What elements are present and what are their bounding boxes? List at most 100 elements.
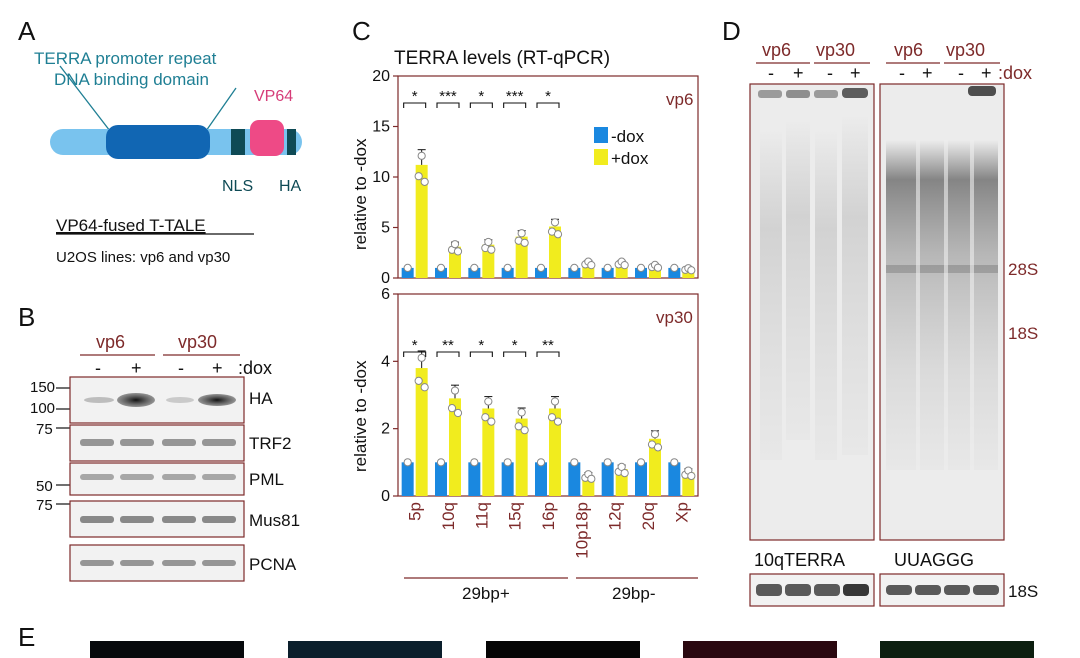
y-tick-label: 0 (381, 270, 390, 287)
loading-control-18s-2 (879, 573, 1005, 607)
dox-sign-d: - (958, 63, 964, 83)
significance-bracket (503, 351, 527, 357)
group-label-d-vp6-b: vp6 (894, 40, 923, 60)
significance-vp30: * ** * * ** (403, 337, 560, 357)
data-point (420, 177, 429, 186)
panel-label-d: D (722, 16, 741, 46)
bar-plus-dox (415, 368, 428, 496)
group-label-29bp-minus: 29bp- (612, 584, 655, 603)
data-point (636, 458, 646, 467)
chart-title: TERRA levels (RT-qPCR) (394, 48, 610, 69)
group-label-vp30: vp30 (178, 332, 217, 352)
bar-plus-dox (482, 408, 495, 496)
group-label-d-vp30-a: vp30 (816, 40, 855, 60)
data-point (450, 240, 460, 249)
y-tick-label: 0 (381, 488, 390, 505)
chart-frame-vp6 (397, 75, 699, 279)
dox-sign-d: + (922, 63, 933, 83)
mw-75-b: 75 (36, 497, 53, 514)
dox-sign-b-4: + (212, 358, 223, 378)
blot-pml (69, 462, 245, 496)
bar-minus-dox (668, 267, 681, 278)
dna-binding-domain (106, 125, 210, 159)
panel-label-c: C (352, 16, 371, 46)
legend-minus-dox: -dox (611, 127, 645, 146)
bar-minus-dox (501, 267, 514, 278)
bar-minus-dox (601, 267, 614, 278)
significance-bracket (469, 102, 493, 108)
microscopy-image-1 (90, 641, 244, 658)
data-point (450, 386, 460, 395)
data-point (570, 458, 579, 467)
microscopy-image-2 (288, 641, 442, 658)
dox-sign-d: - (827, 63, 833, 83)
x-category-label: 15q (506, 502, 525, 530)
data-point (453, 247, 463, 256)
northern-blot-10qterra (749, 83, 875, 541)
data-point (417, 151, 426, 160)
data-point (447, 404, 457, 413)
x-category-label: 10q (439, 502, 458, 530)
panel-label-e: E (18, 622, 35, 652)
dox-sign-b-1: - (95, 358, 101, 378)
bar-minus-dox (435, 462, 447, 496)
data-point (547, 413, 557, 422)
ha-tag (287, 129, 296, 155)
data-point (670, 458, 679, 467)
data-point (603, 458, 612, 467)
bar-minus-dox (635, 462, 647, 496)
dox-label-b: :dox (238, 358, 272, 378)
bar-minus-dox (501, 462, 514, 496)
bar-minus-dox (568, 462, 581, 496)
mw-50: 50 (36, 478, 53, 495)
cell-lines-label: U2OS lines: vp6 and vp30 (56, 249, 230, 266)
group-label-29bp-plus: 29bp+ (462, 584, 510, 603)
x-category-label: 12q (606, 502, 625, 530)
y-tick-label: 5 (381, 220, 390, 237)
mw-100: 100 (30, 400, 55, 417)
microscopy-image-3 (486, 641, 640, 658)
data-point (503, 263, 512, 272)
bars-vp6 (401, 149, 696, 278)
panel-label-b: B (18, 302, 35, 332)
bar-plus-dox (515, 418, 528, 496)
data-point (520, 426, 529, 435)
bar-minus-dox (435, 267, 447, 278)
data-point (620, 469, 629, 478)
data-point (487, 417, 496, 426)
significance-bracket (436, 102, 460, 108)
data-point (653, 263, 663, 272)
bar-minus-dox (535, 462, 547, 496)
data-point (550, 218, 560, 227)
data-point (687, 471, 696, 481)
vp64-domain (250, 120, 284, 156)
bar-plus-dox (415, 164, 428, 278)
significance-mark: *** (506, 88, 524, 105)
bar-minus-dox (668, 462, 681, 496)
data-point (587, 474, 596, 483)
group-label-vp6: vp6 (96, 332, 125, 352)
bar-plus-dox (649, 438, 661, 496)
data-point (436, 458, 446, 467)
y-tick-label: 4 (381, 353, 390, 370)
legend-swatch-plus-dox (594, 149, 608, 165)
marker-18s: 18S (1008, 324, 1038, 343)
bar-minus-dox (535, 267, 547, 278)
data-point (414, 376, 423, 385)
significance-mark: * (512, 337, 518, 354)
blot-mus81 (69, 500, 245, 538)
bar-minus-dox (401, 267, 414, 278)
panel-a: A TERRA promoter repeat DNA binding doma… (18, 16, 302, 266)
microscopy-image-4 (683, 641, 837, 658)
legend-swatch-minus-dox (594, 127, 608, 143)
data-point (536, 458, 546, 467)
blot-label-ha: HA (249, 389, 273, 408)
significance-mark: * (412, 88, 418, 105)
dna-binding-title-2: DNA binding domain (54, 70, 209, 89)
bars-vp30 (401, 350, 696, 496)
construct-caption: VP64-fused T-TALE (56, 216, 206, 235)
significance-vp6: * *** * *** * (403, 88, 560, 108)
significance-mark: *** (439, 88, 457, 105)
